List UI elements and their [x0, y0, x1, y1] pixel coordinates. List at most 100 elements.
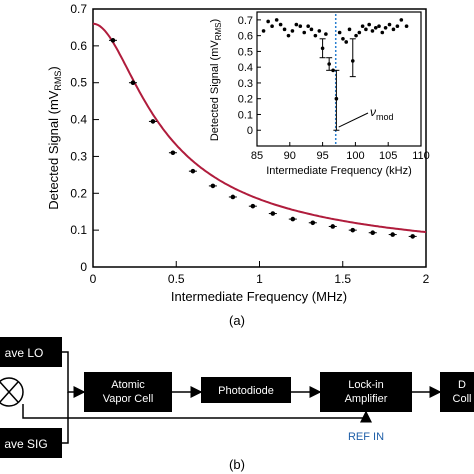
main-y-tick-label: 0.2 — [70, 186, 87, 200]
inset-data-point — [347, 27, 352, 32]
main-data-point — [350, 227, 356, 233]
inset-data-point — [290, 29, 295, 33]
main-data-point — [370, 230, 376, 236]
main-y-tick-label: 0.5 — [70, 76, 87, 90]
microwave-sig-label: ave SIG — [4, 437, 47, 451]
vapor-cell-box — [84, 372, 172, 412]
inset-data-point — [354, 33, 358, 38]
inset-x-tick-label: 85 — [251, 150, 263, 162]
main-chart: 0 0.1 0.2 0.3 0.4 0.5 0.6 0.7 0 0.5 1 1.5 2 Interme… — [46, 2, 430, 304]
inset-data-point — [298, 24, 303, 28]
data-collection-box — [440, 372, 474, 412]
inset-data-point — [357, 30, 362, 35]
inset-y-tick-label: 0.4 — [238, 62, 253, 74]
lockin-amplifier-box — [320, 372, 412, 412]
inset-data-point — [313, 33, 318, 38]
inset-data-point — [266, 19, 270, 24]
main-y-tick-label: 0.3 — [70, 149, 87, 163]
nu-mod-annotation: νmod — [370, 105, 394, 122]
main-data-point — [390, 232, 396, 237]
inset-x-axis: 85 90 95 100 105 110 — [251, 142, 430, 162]
inset-data-point — [324, 32, 328, 36]
photodiode-box — [201, 377, 291, 403]
microwave-lo-label: ave LO — [5, 346, 44, 360]
inset-chart: 0 0.1 0.2 0.3 0.4 0.5 0.6 0.7 85 90 95 100 105 110 ν… — [209, 11, 430, 177]
lo-to-cell-line — [62, 351, 86, 398]
inset-data-point — [350, 59, 355, 63]
main-y-tick-label: 0.1 — [70, 223, 87, 237]
main-x-tick-label: 2 — [423, 272, 430, 286]
inset-data-point — [367, 22, 371, 27]
main-y-tick-label: 0 — [80, 260, 87, 274]
inset-data-point — [373, 25, 378, 30]
sig-to-cell-line — [62, 392, 69, 444]
inset-data-point — [309, 27, 314, 32]
inset-data-point — [399, 18, 404, 22]
main-data-point — [410, 234, 415, 239]
inset-data-point — [364, 27, 368, 32]
main-data-point — [190, 168, 196, 174]
inset-y-axis-label: Detected Signal (mVRMS) — [209, 19, 223, 141]
inset-y-tick-label: 0 — [247, 125, 253, 137]
main-data-point — [130, 80, 136, 86]
inset-data-point — [344, 40, 349, 44]
ref-in-label: REF IN — [348, 431, 384, 443]
inset-data-point — [317, 29, 322, 33]
photodiode-label: Photodiode — [218, 385, 274, 397]
main-x-tick-label: 0 — [90, 272, 97, 286]
inset-data-points — [261, 18, 409, 101]
inset-x-tick-label: 90 — [284, 150, 296, 162]
annotation-arrow — [338, 112, 369, 128]
main-x-axis-label: Intermediate Frequency (MHz) — [171, 289, 347, 304]
inset-data-point — [383, 25, 388, 30]
data-collection-label-1: D — [458, 379, 466, 391]
inset-data-point — [270, 24, 274, 28]
main-data-point — [310, 220, 316, 226]
main-x-axis: 0 0.5 1 1.5 2 — [90, 261, 430, 286]
main-data-point — [270, 211, 276, 216]
main-y-tick-label: 0.4 — [70, 113, 87, 127]
vapor-cell-label-1: Atomic — [111, 379, 145, 391]
inset-data-point — [282, 27, 287, 32]
fit-curve — [92, 22, 427, 234]
inset-y-tick-label: 0.1 — [238, 109, 253, 121]
main-data-point — [110, 38, 116, 43]
inset-y-tick-label: 0.3 — [238, 78, 253, 90]
main-data-point — [230, 194, 236, 200]
inset-x-tick-label: 110 — [412, 150, 430, 162]
inset-data-point — [334, 96, 339, 101]
inset-data-point — [360, 24, 365, 28]
lockin-label-2: Amplifier — [345, 393, 388, 405]
main-data-point — [250, 203, 256, 209]
inset-data-point — [391, 27, 396, 32]
main-data-point — [290, 216, 296, 222]
inset-data-point — [302, 30, 307, 35]
microwave-sig-box — [0, 428, 62, 458]
inset-y-tick-label: 0.7 — [238, 15, 253, 27]
vapor-cell-label-2: Vapor Cell — [103, 393, 154, 405]
block-diagram: ave LO ave SIG Atomic Vapor Cell Photodi… — [0, 337, 474, 458]
inset-data-point — [286, 33, 291, 38]
mixer-cross-2 — [0, 381, 19, 403]
inset-data-point — [337, 30, 342, 35]
inset-data-point — [278, 22, 283, 27]
reference-line — [22, 404, 372, 423]
inset-data-point — [274, 18, 279, 22]
inset-plot-frame — [256, 11, 422, 147]
main-x-tick-label: 1 — [256, 272, 263, 286]
inset-data-point — [294, 22, 299, 27]
inset-y-tick-label: 0.5 — [238, 46, 253, 58]
inset-x-axis-label: Intermediate Frequency (kHz) — [266, 165, 412, 177]
inset-data-point — [380, 30, 385, 35]
main-x-tick-label: 0.5 — [168, 272, 185, 286]
main-data-points — [108, 38, 417, 239]
inset-data-point — [395, 24, 400, 28]
inset-data-point — [387, 22, 392, 27]
inset-y-tick-label: 0.6 — [238, 31, 253, 43]
inset-y-axis: 0 0.1 0.2 0.3 0.4 0.5 0.6 0.7 — [238, 15, 261, 137]
inset-y-tick-label: 0.2 — [238, 94, 253, 106]
inset-data-point — [261, 29, 266, 33]
inset-data-point — [331, 68, 335, 73]
data-collection-label-2: Coll — [453, 393, 472, 405]
